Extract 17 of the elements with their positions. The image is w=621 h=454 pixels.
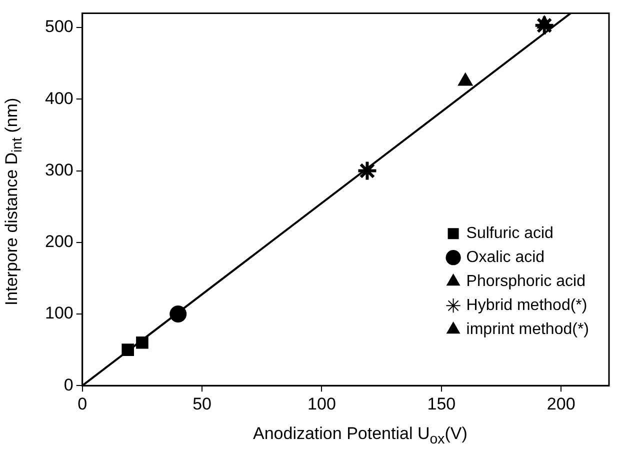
legend-label: Phorsphoric acid xyxy=(466,273,586,290)
y-tick-label: 500 xyxy=(44,17,74,36)
y-tick-label: 200 xyxy=(44,232,74,252)
x-tick-label: 0 xyxy=(78,394,88,414)
x-tick-label: 50 xyxy=(192,394,212,414)
x-tick-label: 150 xyxy=(427,394,456,414)
y-tick-label: 100 xyxy=(44,304,74,323)
x-tick-label: 200 xyxy=(546,394,576,414)
x-axis-title: Anodization Potential U$_{ox}$(V) xyxy=(253,424,468,448)
legend-label: imprint method(*) xyxy=(466,321,589,338)
legend-label: Oxalic acid xyxy=(466,249,545,266)
y-tick-label: 0 xyxy=(64,375,74,394)
y-tick-label: 300 xyxy=(44,160,74,180)
x-tick-label: 100 xyxy=(308,394,336,414)
legend-label: Sulfuric acid xyxy=(466,225,554,242)
legend-label: Hybrid method(*) xyxy=(466,297,588,314)
y-tick-label: 400 xyxy=(44,88,74,108)
